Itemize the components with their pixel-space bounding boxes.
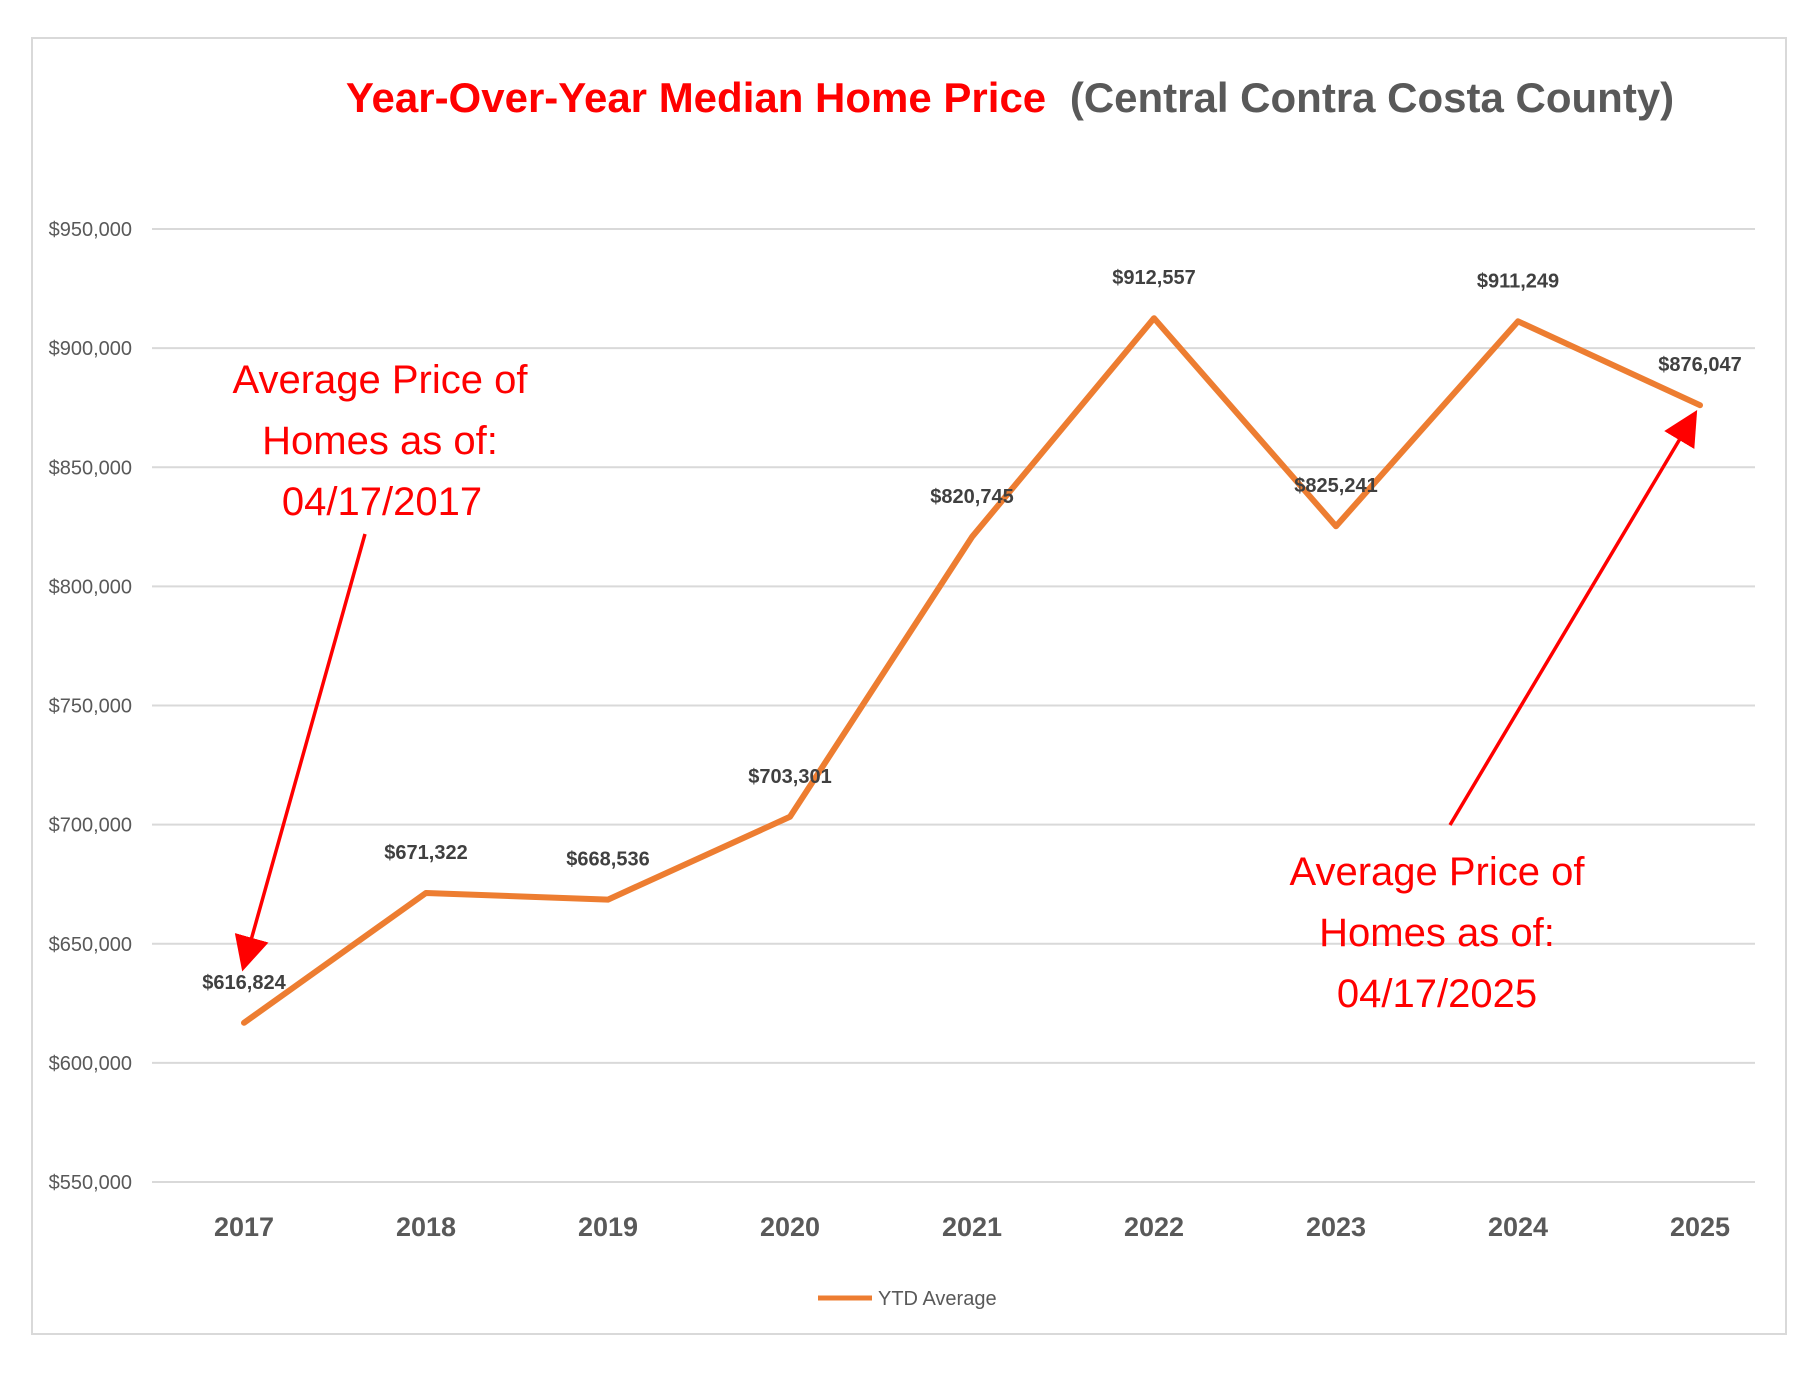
annotation-2017-line-2: Homes as of: (262, 419, 498, 463)
annotation-2017-line-1: Average Price of (233, 358, 529, 402)
y-tick-label: $750,000 (49, 696, 132, 718)
x-tick-label: 2025 (1670, 1212, 1730, 1242)
x-tick-label: 2018 (396, 1212, 456, 1242)
x-tick-label: 2017 (214, 1212, 274, 1242)
data-label: $876,047 (1658, 354, 1741, 376)
y-tick-label: $800,000 (49, 576, 132, 598)
x-tick-label: 2021 (942, 1212, 1002, 1242)
data-label: $912,557 (1112, 267, 1195, 289)
y-tick-label: $650,000 (49, 934, 132, 956)
y-tick-label: $600,000 (49, 1053, 132, 1075)
annotation-2017-line-3: 04/17/2017 (282, 480, 482, 524)
data-label: $825,241 (1294, 475, 1377, 497)
annotation-2025-line-3: 04/17/2025 (1337, 972, 1537, 1016)
data-label: $820,745 (930, 486, 1013, 508)
annotation-2025-line-2: Homes as of: (1319, 911, 1555, 955)
y-tick-label: $550,000 (49, 1172, 132, 1194)
data-labels: $616,824 $671,322 $668,536 $703,301 $820,745… (202, 267, 1741, 994)
gridlines (152, 228, 1755, 1183)
data-label: $911,249 (1477, 270, 1559, 292)
annotation-2017-arrow (234, 533, 367, 972)
x-tick-label: 2024 (1488, 1212, 1548, 1242)
annotation-2017: Average Price of Homes as of: 04/17/2017 (233, 358, 529, 524)
x-tick-label: 2022 (1124, 1212, 1184, 1242)
y-tick-label: $950,000 (49, 219, 132, 241)
x-tick-label: 2023 (1306, 1212, 1366, 1242)
legend: YTD Average (818, 1288, 997, 1310)
chart-title-line: Year-Over-Year Median Home Price (Centra… (346, 74, 1674, 121)
chart-title: Year-Over-Year Median Home Price (346, 74, 1046, 121)
series-ytd-average (241, 315, 1703, 1026)
legend-label-ytd-average: YTD Average (878, 1288, 997, 1310)
y-tick-label: $850,000 (49, 457, 132, 479)
x-tick-label: 2020 (760, 1212, 820, 1242)
data-label: $616,824 (202, 972, 286, 994)
x-axis-tick-labels: 2017 2018 2019 2020 2021 2022 2023 2024 2025 (214, 1212, 1730, 1242)
annotation-2025-arrow (1448, 409, 1698, 826)
y-axis-tick-labels: $550,000 $600,000 $650,000 $700,000 $750,000… (49, 219, 132, 1194)
y-tick-label: $700,000 (49, 815, 132, 837)
data-label: $668,536 (566, 849, 649, 871)
y-tick-label: $900,000 (49, 338, 132, 360)
chart-subtitle: (Central Contra Costa County) (1070, 74, 1674, 121)
data-label: $671,322 (384, 842, 467, 864)
annotation-2025-line-1: Average Price of (1290, 850, 1586, 894)
x-tick-label: 2019 (578, 1212, 638, 1242)
annotation-2025: Average Price of Homes as of: 04/17/2025 (1290, 850, 1586, 1016)
data-label: $703,301 (748, 766, 831, 788)
